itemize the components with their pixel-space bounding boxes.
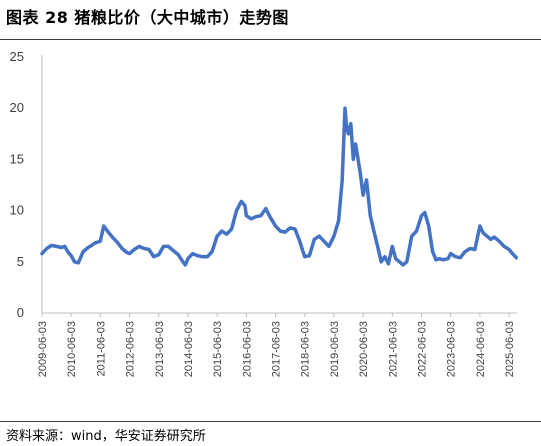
chart-title: 图表 28 猪粮比价（大中城市）走势图 <box>6 8 289 27</box>
x-tick-label: 2010-06-03 <box>66 321 78 377</box>
source-note: 资料来源：wind，华安证券研究所 <box>6 429 206 444</box>
x-tick-label: 2025-06-03 <box>504 321 516 377</box>
x-tick-label: 2012-06-03 <box>125 321 137 377</box>
y-tick-label: 5 <box>17 254 24 269</box>
footer-divider <box>0 421 541 422</box>
x-axis: 2009-06-03 2010-06-03 2011-06-03 2012-06-03… <box>37 312 517 377</box>
x-tick-label: 2022-06-03 <box>416 321 428 377</box>
x-tick-label: 2018-06-03 <box>300 321 312 377</box>
x-tick-label: 2009-06-03 <box>37 321 49 377</box>
x-tick-label: 2019-06-03 <box>329 321 341 377</box>
y-tick-label: 10 <box>10 203 24 218</box>
x-tick-label: 2014-06-03 <box>183 321 195 377</box>
series-line <box>40 106 519 267</box>
line-chart: 0 5 10 15 20 25 2009-06-03 2010-06-03 2011-06-0… <box>10 49 519 377</box>
x-tick-label: 2021-06-03 <box>387 321 399 377</box>
y-tick-label: 0 <box>17 305 24 320</box>
y-tick-label: 15 <box>10 151 24 166</box>
title-divider <box>0 39 541 40</box>
x-tick-label: 2011-06-03 <box>95 321 107 376</box>
x-tick-label: 2017-06-03 <box>271 321 283 377</box>
y-axis: 0 5 10 15 20 25 <box>10 49 43 320</box>
x-tick-label: 2020-06-03 <box>358 321 370 377</box>
y-tick-label: 20 <box>10 100 24 115</box>
plot-area <box>40 106 519 267</box>
x-tick-label: 2016-06-03 <box>241 321 253 377</box>
x-tick-label: 2013-06-03 <box>154 321 166 377</box>
x-tick-label: 2024-06-03 <box>475 321 487 377</box>
y-tick-label: 25 <box>10 49 24 64</box>
x-tick-label: 2023-06-03 <box>446 321 458 377</box>
x-tick-label: 2015-06-03 <box>212 321 224 377</box>
